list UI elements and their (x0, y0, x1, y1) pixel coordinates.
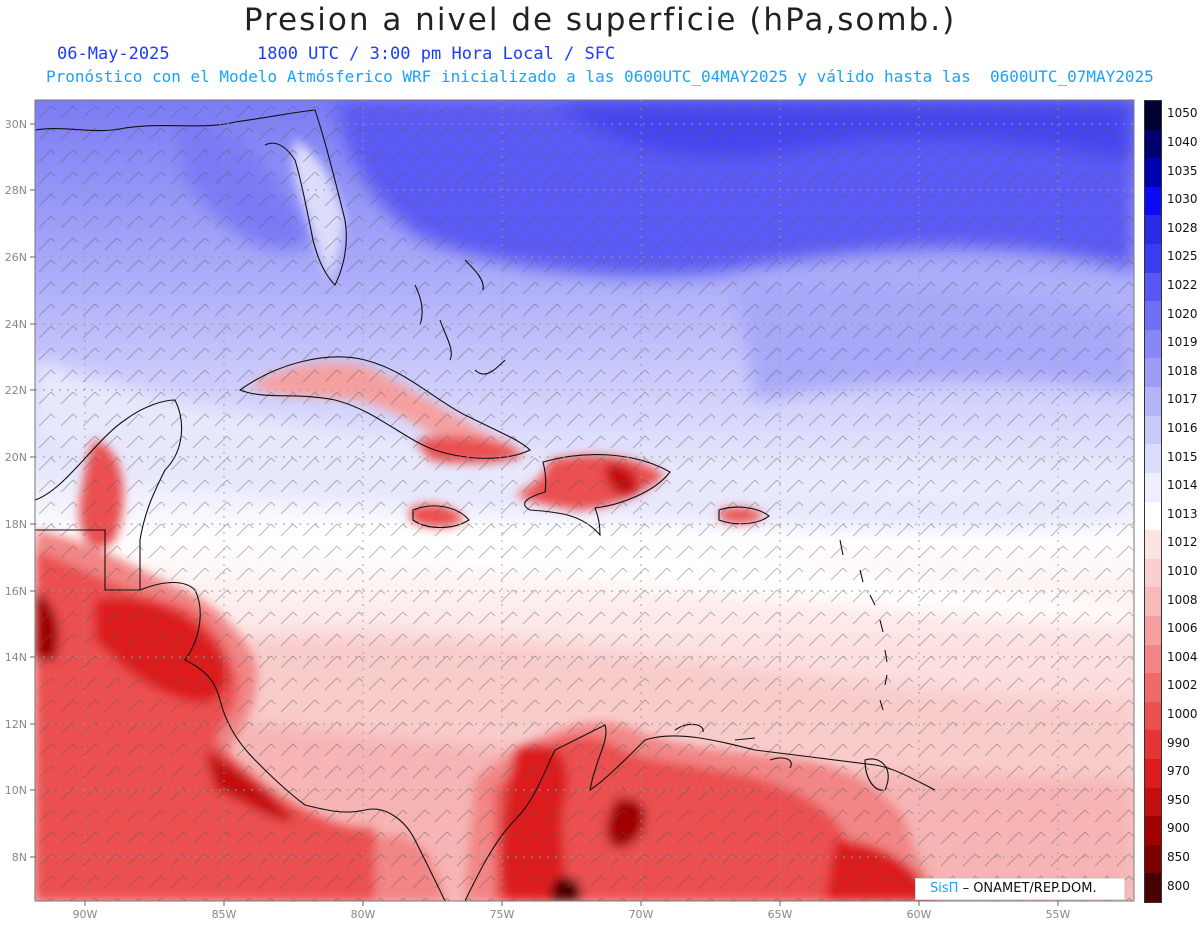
colorbar-cell (1145, 244, 1161, 274)
lat-label-8n: 8N (12, 851, 27, 864)
colorbar-label: 990 (1167, 735, 1190, 750)
colorbar-label: 1028 (1167, 220, 1198, 235)
colorbar-cell (1145, 158, 1161, 188)
colorbar-cell (1145, 873, 1161, 903)
colorbar-cell (1145, 329, 1161, 359)
lat-label-14n: 14N (5, 651, 27, 664)
colorbar-cell (1145, 129, 1161, 159)
lat-label-18n: 18N (5, 518, 27, 531)
colorbar-cell (1145, 415, 1161, 445)
lat-label-22n: 22N (5, 384, 27, 397)
lat-label-26n: 26N (5, 251, 27, 264)
colorbar-label: 1022 (1167, 277, 1198, 292)
colorbar-label: 1015 (1167, 449, 1198, 464)
forecast-info: Pronóstico con el Modelo Atmósferico WRF… (46, 67, 1154, 86)
colorbar-label: 1050 (1167, 106, 1198, 121)
colorbar-label: 970 (1167, 764, 1190, 779)
colorbar-label: 1012 (1167, 535, 1198, 550)
pressure-colorbar (1144, 100, 1162, 903)
lon-label-70w: 70W (629, 908, 654, 921)
colorbar-label: 1030 (1167, 192, 1198, 207)
lat-label-16n: 16N (5, 585, 27, 598)
lon-label-90w: 90W (73, 908, 98, 921)
colorbar-label: 1040 (1167, 134, 1198, 149)
lat-label-28n: 28N (5, 184, 27, 197)
lon-label-80w: 80W (351, 908, 376, 921)
colorbar-cell (1145, 444, 1161, 474)
colorbar-label: 800 (1167, 878, 1190, 893)
lon-label-55w: 55W (1046, 908, 1071, 921)
colorbar-label: 1000 (1167, 707, 1198, 722)
lat-label-20n: 20N (5, 451, 27, 464)
lat-label-10n: 10N (5, 784, 27, 797)
colorbar-cell (1145, 730, 1161, 760)
colorbar-label: 1016 (1167, 420, 1198, 435)
lat-label-30n: 30N (5, 118, 27, 131)
colorbar-cell (1145, 215, 1161, 245)
colorbar-cell (1145, 530, 1161, 560)
colorbar-cell (1145, 758, 1161, 789)
colorbar-cell (1145, 673, 1161, 703)
colorbar-cell (1145, 387, 1161, 417)
time-info: 1800 UTC / 3:00 pm Hora Local / SFC (257, 44, 616, 64)
colorbar-label: 850 (1167, 850, 1190, 865)
colorbar-cell (1145, 358, 1161, 388)
credit-box: SisΠ – ONAMET/REP.DOM. (915, 878, 1125, 900)
colorbar-cell (1145, 472, 1161, 502)
lon-label-75w: 75W (490, 908, 515, 921)
colorbar-cell (1145, 558, 1161, 588)
colorbar-cell (1145, 587, 1161, 617)
colorbar-label: 900 (1167, 821, 1190, 836)
colorbar-cell (1145, 816, 1161, 846)
lat-label-24n: 24N (5, 318, 27, 331)
colorbar-cell (1145, 501, 1161, 531)
colorbar-label: 1018 (1167, 363, 1198, 378)
map-title: Presion a nivel de superficie (hPa,somb.… (243, 2, 957, 38)
colorbar-label: 1017 (1167, 392, 1198, 407)
colorbar-cell (1145, 844, 1161, 874)
colorbar-label: 1019 (1167, 335, 1198, 350)
colorbar-cell (1145, 644, 1161, 674)
colorbar-label: 1014 (1167, 478, 1198, 493)
colorbar-label: 950 (1167, 792, 1190, 807)
colorbar-cell (1145, 272, 1161, 302)
colorbar-cell (1145, 301, 1161, 331)
colorbar-cell (1145, 787, 1161, 817)
pressure-map (34, 100, 1134, 902)
colorbar-label: 1020 (1167, 306, 1198, 321)
colorbar-label: 1025 (1167, 249, 1198, 264)
colorbar-label: 1010 (1167, 564, 1198, 579)
lon-label-65w: 65W (768, 908, 793, 921)
colorbar-label: 1035 (1167, 163, 1198, 178)
colorbar-label: 1004 (1167, 649, 1198, 664)
colorbar-cell (1145, 615, 1161, 646)
colorbar-label: 1013 (1167, 506, 1198, 521)
colorbar-label: 1002 (1167, 678, 1198, 693)
date-label: 06-May-2025 (57, 44, 170, 64)
colorbar-label: 1008 (1167, 592, 1198, 607)
credit-text: – ONAMET/REP.DOM. (962, 881, 1097, 896)
lat-label-12n: 12N (5, 718, 27, 731)
sispi-logo: SisΠ (930, 881, 959, 896)
colorbar-cell (1145, 701, 1161, 731)
lon-label-85w: 85W (212, 908, 237, 921)
colorbar-label: 1006 (1167, 621, 1198, 636)
colorbar-cell (1145, 186, 1161, 216)
colorbar-cell (1145, 101, 1161, 131)
lon-label-60w: 60W (907, 908, 932, 921)
wind-barbs (35, 100, 1134, 901)
